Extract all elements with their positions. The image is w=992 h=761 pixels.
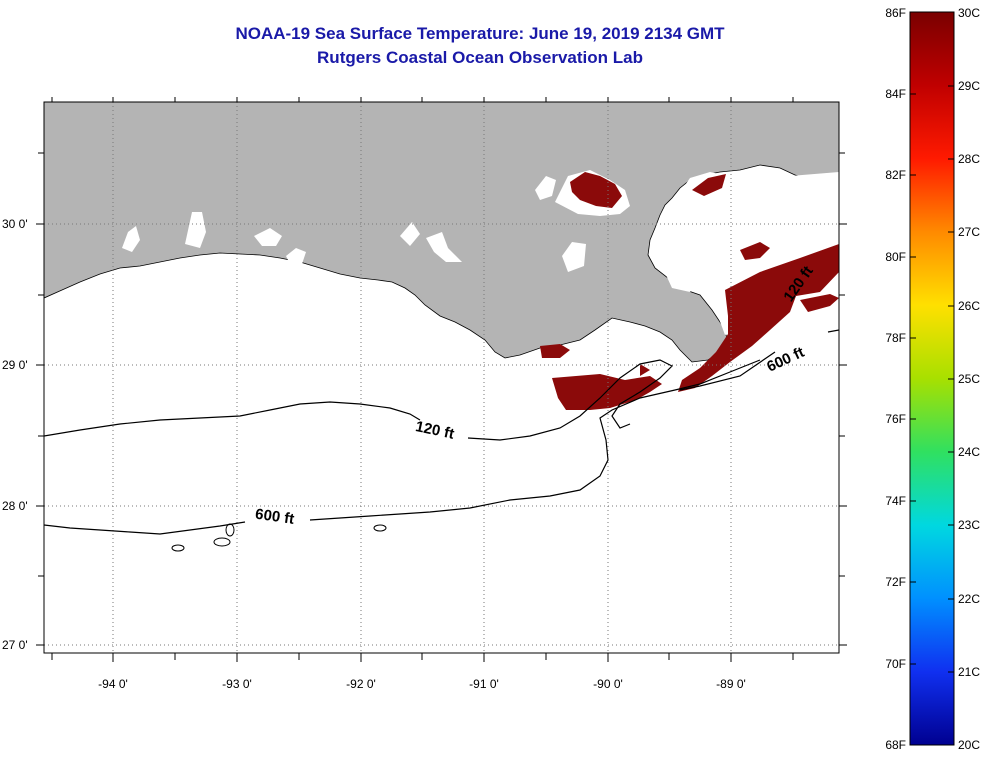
lat-label-30: 30 0' (2, 217, 28, 231)
lon-label-94: -94 0' (98, 677, 128, 691)
colorbar-ticks (910, 85, 954, 673)
colorbar-c-30: 30C (958, 6, 980, 20)
colorbar-f-74: 74F (885, 494, 906, 508)
colorbar (909, 11, 955, 746)
map-title: NOAA-19 Sea Surface Temperature: June 19… (235, 24, 725, 43)
bathymetry-contours (44, 329, 839, 535)
colorbar-f-80: 80F (885, 250, 906, 264)
colorbar-f-70: 70F (885, 657, 906, 671)
lat-label-27: 27 0' (2, 638, 28, 652)
colorbar-f-82: 82F (885, 168, 906, 182)
colorbar-f-68: 68F (885, 738, 906, 752)
colorbar-f-72: 72F (885, 575, 906, 589)
land-mass (44, 102, 839, 363)
lon-label-89: -89 0' (716, 677, 746, 691)
lon-label-91: -91 0' (469, 677, 499, 691)
lon-label-92: -92 0' (346, 677, 376, 691)
colorbar-c-25: 25C (958, 372, 980, 386)
colorbar-f-86: 86F (885, 6, 906, 20)
contour-label-600ft-west: 600 ft (254, 506, 295, 528)
colorbar-c-26: 26C (958, 299, 980, 313)
colorbar-c-28: 28C (958, 152, 980, 166)
colorbar-c-24: 24C (958, 445, 980, 459)
lat-label-29: 29 0' (2, 358, 28, 372)
contour-120ft (44, 359, 761, 535)
colorbar-c-20: 20C (958, 738, 980, 752)
colorbar-f-76: 76F (885, 412, 906, 426)
map-frame (43, 101, 840, 654)
colorbar-c-21: 21C (958, 665, 980, 679)
lon-label-90: -90 0' (593, 677, 623, 691)
colorbar-f-78: 78F (885, 331, 906, 345)
colorbar-c-22: 22C (958, 592, 980, 606)
colorbar-c-23: 23C (958, 518, 980, 532)
map-plot-area: 120 ft 600 ft 120 ft 600 ft (44, 102, 839, 653)
map-subtitle: Rutgers Coastal Ocean Observation Lab (317, 48, 643, 67)
lon-label-93: -93 0' (222, 677, 252, 691)
contour-islands (171, 523, 387, 552)
lat-label-28: 28 0' (2, 499, 28, 513)
warm-sst-patches (540, 172, 839, 410)
colorbar-c-27: 27C (958, 225, 980, 239)
axis-ticks (36, 97, 847, 662)
colorbar-c-29: 29C (958, 79, 980, 93)
colorbar-f-84: 84F (885, 87, 906, 101)
grid-lines (44, 102, 839, 653)
